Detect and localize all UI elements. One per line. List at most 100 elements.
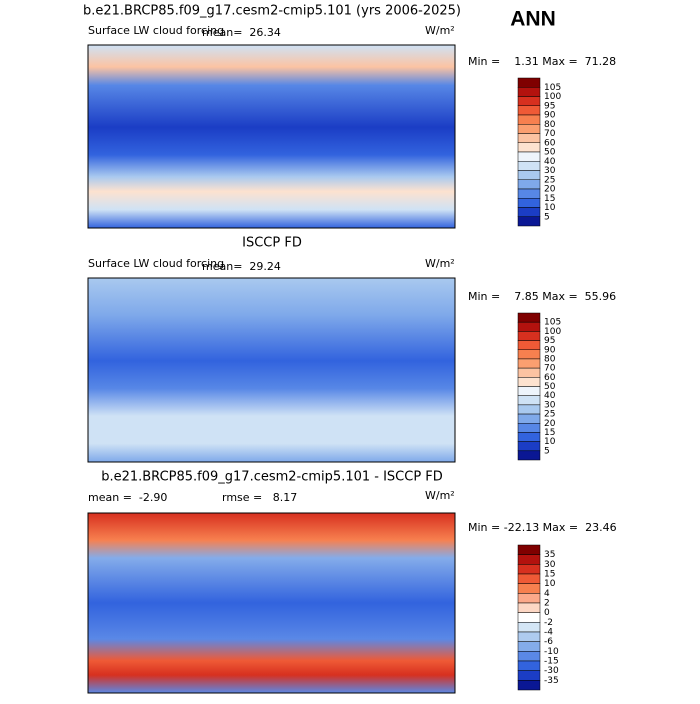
colorbar-box — [517, 207, 541, 217]
colorbar-box — [517, 114, 541, 125]
colorbar-label: 50 — [544, 382, 556, 392]
colorbar-label: 30 — [544, 166, 556, 176]
colorbar-box — [517, 124, 541, 134]
colorbar-box — [517, 612, 541, 623]
colorbar-label: 2 — [544, 599, 550, 609]
panel-title: ISCCP FD — [242, 236, 302, 251]
colorbar-label: 105 — [544, 83, 561, 93]
colorbar-box — [517, 441, 541, 452]
colorbar-label: 10 — [544, 203, 556, 213]
colorbar-box — [517, 564, 541, 575]
colorbar-label: -35 — [544, 676, 559, 686]
colorbar-label: 25 — [544, 410, 555, 420]
colorbar-label: 100 — [544, 327, 561, 337]
colorbar-label: 25 — [544, 175, 555, 185]
colorbar-label: 70 — [544, 364, 556, 374]
colorbar-box — [517, 321, 541, 332]
colorbar-box — [517, 641, 541, 652]
colorbar-label: 50 — [544, 148, 556, 158]
colorbar-label: 15 — [544, 428, 555, 438]
colorbar-label: 35 — [544, 550, 555, 560]
colorbar-box — [517, 583, 541, 594]
rmse: rmse = 8.17 — [222, 491, 297, 504]
colorbar-box — [517, 651, 541, 662]
colorbar-label: 40 — [544, 391, 556, 401]
colorbar-label: 95 — [544, 101, 555, 111]
colorbar-box — [517, 170, 541, 180]
colorbar-label: 5 — [544, 212, 550, 222]
colorbar-label: 90 — [544, 345, 556, 355]
colorbar-box — [517, 573, 541, 584]
colorbar-label: 95 — [544, 336, 555, 346]
colorbar-label: -15 — [544, 657, 559, 667]
minmax: Min = 7.85 Max = 55.96 — [468, 290, 616, 303]
colorbar-box — [517, 622, 541, 633]
colorbar-label: 40 — [544, 157, 556, 167]
colorbar-box — [517, 179, 541, 190]
colorbar-box — [517, 377, 541, 387]
colorbar-label: -6 — [544, 637, 553, 647]
colorbar-label: 20 — [544, 419, 556, 429]
minmax: Min = 1.31 Max = 71.28 — [468, 55, 616, 68]
colorbar-box — [517, 198, 541, 208]
colorbar-box — [517, 142, 541, 153]
colorbar-label: 105 — [544, 318, 561, 328]
colorbar-box — [517, 161, 541, 171]
colorbar-label: 30 — [544, 400, 556, 410]
units: W/m² — [425, 24, 455, 37]
units: W/m² — [425, 489, 455, 502]
colorbar-label: -2 — [544, 618, 553, 628]
colorbar-label: 4 — [544, 589, 550, 599]
colorbar-label: 0 — [544, 608, 550, 618]
colorbar-box — [517, 349, 541, 360]
colorbar-box — [517, 423, 541, 433]
colorbar-label: 70 — [544, 129, 556, 139]
colorbar-label: 80 — [544, 354, 556, 364]
colorbar-box — [517, 554, 541, 565]
colorbar-box — [517, 77, 541, 88]
colorbar-box — [517, 312, 541, 323]
colorbar-label: 60 — [544, 373, 556, 383]
colorbar-box — [517, 670, 541, 681]
colorbar-label: -10 — [544, 647, 559, 657]
colorbar-label: 10 — [544, 579, 556, 589]
colorbar-box — [517, 593, 541, 604]
colorbar-label: -30 — [544, 666, 559, 676]
colorbar-box — [517, 151, 541, 162]
colorbar-box — [517, 404, 541, 415]
colorbar-box — [517, 386, 541, 396]
mean: mean= 29.24 — [202, 260, 281, 273]
units: W/m² — [425, 257, 455, 270]
colorbar-box — [517, 358, 541, 369]
colorbar-box — [517, 680, 541, 691]
colorbar-box — [517, 660, 541, 671]
colorbar-box — [517, 188, 541, 199]
colorbar-label: 30 — [544, 560, 556, 570]
colorbar-label: -4 — [544, 628, 553, 638]
colorbar-box — [517, 602, 541, 613]
colorbar-box — [517, 631, 541, 642]
colorbar-box — [517, 432, 541, 442]
colorbar-label: 80 — [544, 120, 556, 130]
map — [87, 44, 456, 229]
colorbar-box — [517, 367, 541, 378]
colorbar-label: 100 — [544, 92, 561, 102]
colorbar-label: 90 — [544, 111, 556, 121]
variable: Surface LW cloud forcing — [88, 257, 224, 270]
colorbar-box — [517, 395, 541, 406]
colorbar-label: 20 — [544, 185, 556, 195]
mean: mean= 26.34 — [202, 26, 281, 39]
colorbar-label: 15 — [544, 194, 555, 204]
colorbar-box — [517, 87, 541, 97]
minmax: Min = -22.13 Max = 23.46 — [468, 521, 617, 534]
colorbar-label: 5 — [544, 446, 550, 456]
map — [87, 512, 456, 694]
colorbar-label: 60 — [544, 138, 556, 148]
colorbar-label: 15 — [544, 570, 555, 580]
colorbar-box — [517, 413, 541, 424]
colorbar-box — [517, 105, 541, 116]
variable: Surface LW cloud forcing — [88, 24, 224, 37]
colorbar-box — [517, 340, 541, 350]
